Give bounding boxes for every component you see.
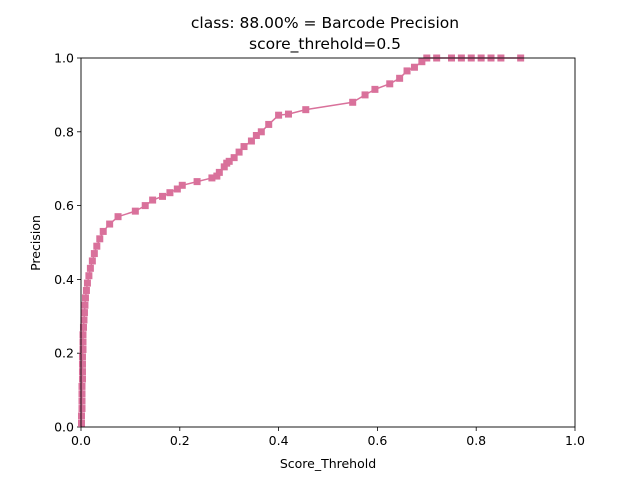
plot-frame	[80, 57, 576, 428]
data-point-marker	[418, 58, 426, 66]
data-point-marker	[173, 185, 181, 193]
data-point-marker	[235, 148, 243, 156]
data-point-marker	[149, 196, 157, 204]
data-point-marker	[284, 110, 292, 118]
x-tick-label: 0.2	[170, 433, 190, 448]
x-axis: 0.0 0.2 0.4 0.6 0.8 1.0	[71, 427, 585, 448]
data-point-marker	[410, 63, 418, 71]
chart-title: class: 88.00% = Barcode Precision	[191, 14, 459, 32]
chart-subtitle: score_threhold=0.5	[249, 35, 401, 54]
data-point-marker	[215, 168, 223, 176]
data-point-marker	[79, 338, 87, 346]
data-point-marker	[403, 67, 411, 75]
data-point-marker	[240, 143, 248, 151]
data-point-marker	[81, 301, 89, 309]
data-point-marker	[396, 74, 404, 82]
y-tick-label: 0.8	[54, 124, 74, 139]
data-point-marker	[78, 353, 86, 361]
data-point-marker	[141, 202, 149, 210]
x-tick-label: 0.6	[367, 433, 387, 448]
data-point-marker	[85, 272, 93, 280]
data-point-marker	[213, 172, 221, 180]
data-point-marker	[159, 192, 167, 200]
data-point-marker	[79, 323, 87, 331]
data-point-marker	[80, 309, 88, 317]
data-point-marker	[99, 227, 107, 235]
data-point-marker	[131, 207, 139, 215]
data-point-marker	[96, 235, 104, 243]
y-axis-label: Precision	[28, 215, 43, 271]
data-point-marker	[79, 346, 87, 354]
data-point-marker	[78, 375, 86, 383]
y-tick-label: 1.0	[54, 51, 74, 66]
data-point-marker	[371, 85, 379, 93]
y-tick-label: 0.6	[54, 198, 74, 213]
series-layer	[77, 54, 525, 427]
data-point-marker	[78, 390, 86, 398]
data-point-marker	[302, 106, 310, 114]
data-point-marker	[78, 382, 86, 390]
x-tick-label: 0.4	[269, 433, 289, 448]
data-point-marker	[275, 111, 283, 119]
data-point-marker	[79, 331, 87, 339]
data-point-marker	[88, 257, 96, 265]
data-point-marker	[386, 80, 394, 88]
data-point-marker	[83, 279, 91, 287]
data-point-marker	[86, 264, 94, 272]
data-point-marker	[80, 316, 88, 324]
data-point-marker	[265, 120, 273, 128]
data-point-marker	[90, 250, 98, 258]
data-point-marker	[82, 286, 90, 294]
data-point-marker	[166, 189, 174, 197]
y-tick-label: 0.4	[54, 272, 74, 287]
data-point-marker	[252, 131, 260, 139]
data-point-marker	[77, 412, 85, 420]
data-point-marker	[257, 128, 265, 136]
data-point-marker	[78, 405, 86, 413]
plot-area	[81, 58, 575, 427]
data-point-marker	[114, 213, 122, 221]
x-axis-label: Score_Threhold	[280, 456, 376, 471]
x-tick-label: 0.8	[466, 433, 486, 448]
data-point-marker	[349, 98, 357, 106]
data-point-marker	[93, 242, 101, 250]
x-tick-label: 1.0	[565, 433, 585, 448]
y-tick-label: 0.2	[54, 346, 74, 361]
data-point-marker	[78, 360, 86, 368]
data-point-marker	[81, 294, 89, 302]
data-point-marker	[106, 220, 114, 228]
data-point-marker	[208, 174, 216, 182]
data-point-marker	[78, 397, 86, 405]
data-point-marker	[77, 419, 85, 427]
data-point-marker	[220, 163, 228, 171]
data-point-marker	[78, 368, 86, 376]
data-point-marker	[225, 157, 233, 165]
y-tick-label: 0.0	[54, 420, 74, 435]
data-point-marker	[361, 91, 369, 99]
data-point-marker	[247, 137, 255, 145]
data-point-marker	[230, 154, 238, 162]
data-point-marker	[178, 181, 186, 189]
y-axis: 0.0 0.2 0.4 0.6 0.8 1.0	[54, 51, 81, 435]
x-tick-label: 0.0	[71, 433, 91, 448]
data-point-marker	[193, 178, 201, 186]
